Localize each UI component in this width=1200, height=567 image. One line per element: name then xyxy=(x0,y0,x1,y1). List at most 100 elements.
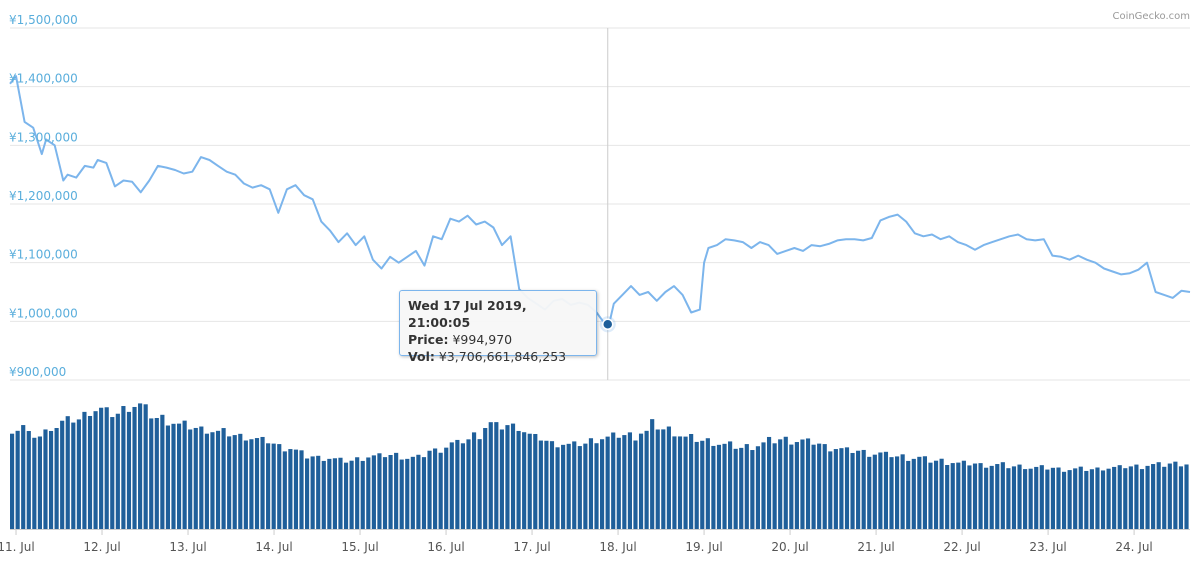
volume-bar xyxy=(1000,462,1005,529)
volume-bar xyxy=(1011,466,1017,529)
volume-bar xyxy=(822,444,827,529)
volume-bar xyxy=(310,456,315,529)
volume-bar xyxy=(444,447,449,529)
volume-bar xyxy=(850,452,855,529)
volume-bar xyxy=(466,439,471,529)
highlight-marker xyxy=(601,318,614,331)
volume-bar xyxy=(1056,467,1061,529)
volume-bar xyxy=(48,430,54,529)
volume-bar xyxy=(883,451,889,529)
volume-bar xyxy=(1061,471,1067,529)
volume-bar xyxy=(1167,463,1172,529)
volume-bar xyxy=(232,435,237,529)
volume-bar xyxy=(906,460,911,529)
volume-bar xyxy=(360,460,365,529)
price-line xyxy=(9,75,1191,326)
volume-bar xyxy=(215,430,221,529)
volume-bar xyxy=(65,416,70,529)
volume-bar xyxy=(611,432,616,529)
x-tick-label: 16. Jul xyxy=(427,540,464,554)
chart-credit[interactable]: CoinGecko.com xyxy=(1112,11,1190,22)
volume-bar xyxy=(293,449,299,529)
volume-bar xyxy=(878,452,883,529)
x-tick-label: 21. Jul xyxy=(857,540,894,554)
volume-bar xyxy=(355,457,360,529)
volume-bar xyxy=(1006,468,1011,529)
volume-bar xyxy=(471,432,477,529)
volume-bar xyxy=(755,446,761,529)
volume-bar xyxy=(15,430,20,529)
volume-bar xyxy=(449,442,454,529)
volume-bar xyxy=(650,419,655,529)
volume-bar xyxy=(483,428,488,529)
volume-bar xyxy=(1173,461,1178,529)
volume-bar xyxy=(728,441,733,529)
volume-bar xyxy=(1123,468,1128,529)
volume-bar xyxy=(394,452,399,529)
volume-bar xyxy=(1078,466,1083,529)
volume-bar xyxy=(739,447,744,529)
volume-bar xyxy=(1117,465,1122,529)
y-tick-label: ¥1,100,000 xyxy=(9,248,78,262)
volume-bar xyxy=(600,439,605,529)
volume-bar xyxy=(661,429,666,529)
volume-bar xyxy=(143,404,148,529)
volume-bar xyxy=(343,462,349,529)
volume-bar xyxy=(984,467,989,529)
volume-bar xyxy=(839,448,844,529)
x-tick-label: 24. Jul xyxy=(1115,540,1152,554)
volume-bar xyxy=(533,433,538,529)
volume-bar xyxy=(338,457,343,529)
volume-bar xyxy=(199,426,204,529)
volume-bar xyxy=(527,433,532,529)
x-tick-label: 20. Jul xyxy=(771,540,808,554)
y-tick-label: ¥1,300,000 xyxy=(9,130,78,144)
volume-bar xyxy=(332,458,337,529)
volume-bar xyxy=(416,454,421,529)
volume-bar xyxy=(917,456,922,529)
volume-bar xyxy=(204,433,209,529)
volume-bar xyxy=(288,449,293,529)
volume-bar xyxy=(844,447,850,529)
volume-bar xyxy=(399,459,404,529)
volume-bar xyxy=(1034,466,1039,529)
x-tick-label: 15. Jul xyxy=(341,540,378,554)
volume-bar xyxy=(377,453,382,529)
volume-bar xyxy=(666,426,671,529)
volume-bar xyxy=(811,444,816,529)
y-tick-label: ¥1,400,000 xyxy=(9,72,78,86)
volume-bar xyxy=(1028,468,1033,529)
y-tick-label: ¥1,200,000 xyxy=(9,189,78,203)
volume-bar xyxy=(895,456,900,529)
volume-bar xyxy=(1106,468,1111,529)
volume-bar xyxy=(371,455,376,529)
volume-bar xyxy=(744,444,749,529)
volume-bar xyxy=(733,448,738,529)
volume-bar xyxy=(26,431,31,529)
volume-bar xyxy=(1139,469,1145,529)
volume-bar xyxy=(282,451,287,529)
x-tick-label: 11. Jul xyxy=(0,540,35,554)
volume-bar xyxy=(789,444,794,529)
volume-bar xyxy=(522,432,527,529)
volume-bar xyxy=(149,418,154,529)
volume-bar xyxy=(772,443,777,529)
volume-bar xyxy=(227,436,232,529)
volume-bar xyxy=(37,436,42,529)
volume-bar xyxy=(672,436,677,529)
volume-bar xyxy=(349,460,354,529)
x-tick-label: 14. Jul xyxy=(255,540,292,554)
tooltip-vol-label: Vol: xyxy=(408,349,435,364)
volume-bar xyxy=(54,428,59,529)
x-tick-label: 23. Jul xyxy=(1029,540,1066,554)
volume-bar xyxy=(711,445,716,529)
volume-bar xyxy=(1023,469,1028,529)
volume-bar xyxy=(271,443,276,529)
volume-bar xyxy=(967,465,972,529)
volume-bar xyxy=(566,443,571,529)
volume-bar xyxy=(1178,466,1184,529)
volume-bar xyxy=(1084,470,1089,529)
volume-bar xyxy=(171,423,176,529)
volume-bar xyxy=(1017,464,1022,529)
